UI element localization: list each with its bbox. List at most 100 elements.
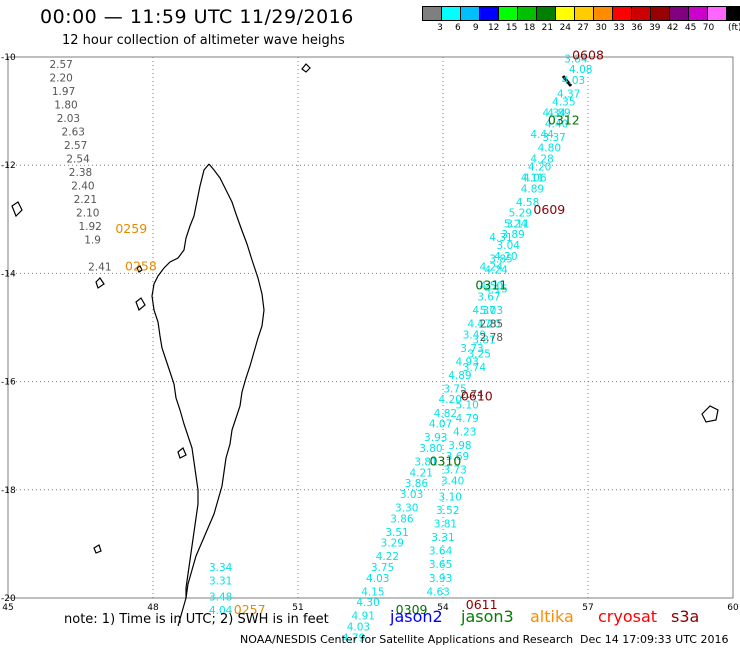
- swh-value: 4.50: [480, 281, 503, 293]
- swh-value-gray: 2.57: [64, 140, 87, 152]
- swh-value: 4.89: [547, 108, 570, 120]
- scale-label: 45: [684, 23, 697, 33]
- pass-time-label: 0609: [533, 202, 565, 217]
- swh-value: 3.73: [460, 343, 483, 355]
- swh-value: 3.64: [429, 546, 453, 558]
- swh-value: 3.10: [439, 492, 462, 504]
- swh-value: 4.24: [484, 264, 508, 276]
- swh-value: 3.93: [424, 432, 447, 444]
- swh-value: 4.44: [530, 129, 554, 141]
- swh-value-gray: 2.41: [88, 262, 111, 274]
- swh-value-gray: 2.20: [49, 72, 72, 84]
- pass-time-label: 0310: [430, 453, 462, 468]
- pass-time-label: 0309: [396, 602, 428, 617]
- swh-value: 3.75: [443, 383, 466, 395]
- swh-value: 3.85: [489, 254, 512, 266]
- swh-value-gray: 1.92: [78, 221, 101, 233]
- coastline: [11, 63, 719, 627]
- reunion-island: [701, 405, 719, 423]
- pass-time-label: 0257: [234, 602, 266, 617]
- pass-time-label: 0608: [572, 48, 604, 63]
- swh-value: 3.75: [371, 562, 394, 574]
- swh-value: 3.84: [564, 53, 588, 65]
- swh-value-gray: 2.03: [57, 113, 80, 125]
- swh-value: 4.34: [542, 108, 566, 120]
- swh-value: 3.67: [477, 291, 500, 303]
- track-segment-marker: [561, 75, 573, 87]
- small-islet-2: [177, 447, 187, 459]
- units-note: note: 1) Time is in UTC; 2) SWH is in fe…: [64, 612, 329, 627]
- swh-value: 4.08: [569, 64, 592, 76]
- swh-value: 3.80: [419, 443, 442, 455]
- swh-value: 4.04: [209, 605, 233, 617]
- scale-label: 3: [437, 23, 443, 33]
- swh-value-gray: 2.78: [480, 332, 503, 344]
- swh-value: 3.73: [443, 465, 466, 477]
- scale-swatches: [422, 6, 740, 21]
- swh-value: 3.69: [446, 451, 469, 463]
- swh-value: 4.63: [426, 586, 449, 598]
- swh-value: 4.35: [552, 97, 575, 109]
- swh-value: 5.03: [480, 305, 503, 317]
- swh-value: 3.65: [429, 559, 452, 571]
- mayotte-island: [135, 297, 146, 312]
- scale-label: 30: [595, 23, 607, 33]
- swh-value: 4.03: [347, 621, 370, 633]
- map-subtitle: 12 hour collection of altimeter wave hei…: [62, 33, 345, 48]
- pass-time-label: 0258: [125, 259, 157, 274]
- latitude-label: -16: [1, 378, 16, 388]
- swh-value: 5.10: [455, 400, 478, 412]
- pass-time-label: 0312: [548, 113, 580, 128]
- pass-time-label: 0611: [466, 597, 498, 612]
- comoros-island-2: [95, 277, 105, 289]
- swh-value: 4.17: [468, 319, 491, 331]
- map-title: 00:00 — 11:59 UTC 11/29/2016: [40, 6, 354, 28]
- swh-value: 3.93: [429, 573, 452, 585]
- swh-value: 4.20: [528, 162, 551, 174]
- swh-value: 4.28: [530, 153, 553, 165]
- swh-value: 3.37: [542, 132, 565, 144]
- swh-value: 3.89: [501, 229, 524, 241]
- swh-value: 3.74: [463, 362, 487, 374]
- swh-value: 4.79: [455, 413, 478, 425]
- swh-value-gray: 1.80: [54, 99, 77, 111]
- longitude-label: 51: [292, 603, 303, 613]
- swh-value: 3.30: [395, 502, 418, 514]
- scale-label: 36: [631, 23, 643, 33]
- longitude-label: 45: [2, 603, 13, 613]
- longitude-labels: 45 48 51 54 57 60: [2, 603, 739, 613]
- legend-jason3: jason3: [461, 607, 514, 626]
- swh-value: 4.06: [523, 172, 547, 184]
- swh-value: 3.81: [414, 456, 437, 468]
- swh-value-gray: 2.74: [460, 389, 484, 401]
- swh-value: 3.04: [497, 240, 521, 252]
- map-border: [7, 56, 734, 599]
- swh-value-gray: 1.9: [84, 235, 101, 247]
- swh-value: 4.11: [521, 172, 544, 184]
- pass-time-label: 0610: [461, 389, 493, 404]
- scale-label: 42: [666, 23, 679, 33]
- swh-value: 3.81: [472, 335, 495, 347]
- swh-value-gray: 2.10: [76, 208, 99, 220]
- small-islet-3: [136, 265, 143, 273]
- scale-label: 33: [613, 23, 625, 33]
- swh-value: 3.86: [390, 513, 414, 525]
- latitude-label: -14: [1, 269, 16, 279]
- scale-swatch: [726, 6, 740, 21]
- latitude-label: -20: [1, 594, 16, 604]
- latitude-label: -12: [1, 161, 16, 171]
- swh-value: 4.03: [562, 75, 585, 87]
- swh-value: 3.11: [506, 218, 529, 230]
- swh-value: 3.03: [400, 489, 423, 501]
- scale-label: 70: [702, 23, 715, 33]
- pass-time-label: 0259: [115, 221, 147, 236]
- swh-value: 3.34: [209, 562, 233, 574]
- swh-value: 3.98: [448, 440, 471, 452]
- swh-value: 4.20: [439, 394, 462, 406]
- swh-value: 4.58: [516, 197, 539, 209]
- swh-value: 3.31: [431, 532, 454, 544]
- legend-jason2: jason2: [390, 607, 443, 626]
- legend-cryosat: cryosat: [598, 607, 658, 626]
